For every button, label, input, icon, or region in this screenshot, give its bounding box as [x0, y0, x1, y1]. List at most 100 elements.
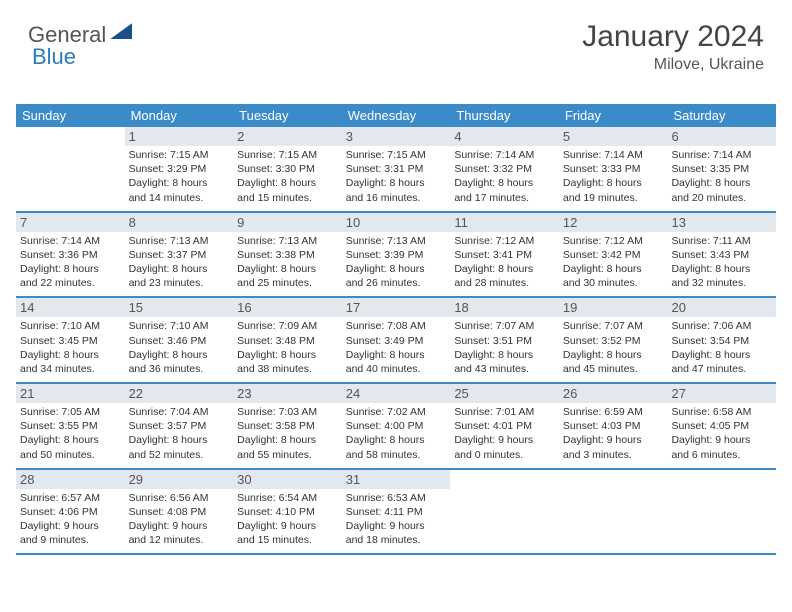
- day-line: Sunset: 4:00 PM: [346, 419, 447, 433]
- day-number: 3: [342, 127, 451, 146]
- day-cell: 6Sunrise: 7:14 AMSunset: 3:35 PMDaylight…: [667, 127, 776, 211]
- day-line: Sunset: 4:10 PM: [237, 505, 338, 519]
- day-line: Sunrise: 7:06 AM: [671, 319, 772, 333]
- day-line: and 6 minutes.: [671, 448, 772, 462]
- day-line: Sunset: 3:33 PM: [563, 162, 664, 176]
- day-line: Daylight: 8 hours: [346, 348, 447, 362]
- day-line: and 38 minutes.: [237, 362, 338, 376]
- day-number: 9: [233, 213, 342, 232]
- week-row: 7Sunrise: 7:14 AMSunset: 3:36 PMDaylight…: [16, 213, 776, 299]
- day-line: Sunrise: 7:15 AM: [129, 148, 230, 162]
- day-cell: 15Sunrise: 7:10 AMSunset: 3:46 PMDayligh…: [125, 298, 234, 382]
- day-line: Sunset: 4:05 PM: [671, 419, 772, 433]
- day-line: Sunrise: 7:14 AM: [563, 148, 664, 162]
- day-line: Sunrise: 7:02 AM: [346, 405, 447, 419]
- day-line: Daylight: 9 hours: [454, 433, 555, 447]
- day-line: and 32 minutes.: [671, 276, 772, 290]
- dow-cell: Saturday: [667, 104, 776, 127]
- day-line: Daylight: 9 hours: [671, 433, 772, 447]
- day-line: Daylight: 8 hours: [237, 348, 338, 362]
- dow-cell: Thursday: [450, 104, 559, 127]
- day-line: and 26 minutes.: [346, 276, 447, 290]
- day-cell: 22Sunrise: 7:04 AMSunset: 3:57 PMDayligh…: [125, 384, 234, 468]
- day-line: and 36 minutes.: [129, 362, 230, 376]
- day-number: 8: [125, 213, 234, 232]
- day-line: Sunrise: 6:59 AM: [563, 405, 664, 419]
- day-line: Daylight: 8 hours: [20, 348, 121, 362]
- day-cell: [667, 470, 776, 554]
- week-row: 28Sunrise: 6:57 AMSunset: 4:06 PMDayligh…: [16, 470, 776, 556]
- day-line: Daylight: 9 hours: [563, 433, 664, 447]
- day-line: Daylight: 8 hours: [563, 176, 664, 190]
- day-line: Sunset: 3:57 PM: [129, 419, 230, 433]
- day-cell: [450, 470, 559, 554]
- day-line: Daylight: 8 hours: [129, 348, 230, 362]
- day-cell: 21Sunrise: 7:05 AMSunset: 3:55 PMDayligh…: [16, 384, 125, 468]
- day-cell: 2Sunrise: 7:15 AMSunset: 3:30 PMDaylight…: [233, 127, 342, 211]
- location: Milove, Ukraine: [582, 56, 764, 74]
- day-cell: 12Sunrise: 7:12 AMSunset: 3:42 PMDayligh…: [559, 213, 668, 297]
- day-line: Sunrise: 7:05 AM: [20, 405, 121, 419]
- day-number: 15: [125, 298, 234, 317]
- day-cell: 1Sunrise: 7:15 AMSunset: 3:29 PMDaylight…: [125, 127, 234, 211]
- day-line: Daylight: 8 hours: [20, 262, 121, 276]
- day-cell: 5 Sunrise: 7:14 AMSunset: 3:33 PMDaylight…: [559, 127, 668, 211]
- day-cell: 10Sunrise: 7:13 AMSunset: 3:39 PMDayligh…: [342, 213, 451, 297]
- day-cell: [559, 470, 668, 554]
- day-number: 22: [125, 384, 234, 403]
- day-line: and 3 minutes.: [563, 448, 664, 462]
- day-cell: 19Sunrise: 7:07 AMSunset: 3:52 PMDayligh…: [559, 298, 668, 382]
- day-line: and 28 minutes.: [454, 276, 555, 290]
- day-number: 13: [667, 213, 776, 232]
- dow-cell: Tuesday: [233, 104, 342, 127]
- day-line: Daylight: 8 hours: [671, 348, 772, 362]
- day-line: Sunrise: 7:12 AM: [563, 234, 664, 248]
- day-line: and 16 minutes.: [346, 191, 447, 205]
- day-line: Sunset: 3:37 PM: [129, 248, 230, 262]
- day-line: and 15 minutes.: [237, 533, 338, 547]
- day-line: Sunset: 3:42 PM: [563, 248, 664, 262]
- day-number: 24: [342, 384, 451, 403]
- calendar: SundayMondayTuesdayWednesdayThursdayFrid…: [16, 104, 776, 555]
- day-number: 11: [450, 213, 559, 232]
- day-line: Daylight: 8 hours: [563, 262, 664, 276]
- day-line: Daylight: 8 hours: [454, 262, 555, 276]
- day-line: Daylight: 8 hours: [563, 348, 664, 362]
- day-line: Sunset: 3:41 PM: [454, 248, 555, 262]
- day-line: Sunrise: 6:57 AM: [20, 491, 121, 505]
- day-line: Sunrise: 7:01 AM: [454, 405, 555, 419]
- day-line: and 25 minutes.: [237, 276, 338, 290]
- day-line: Daylight: 8 hours: [237, 262, 338, 276]
- dow-row: SundayMondayTuesdayWednesdayThursdayFrid…: [16, 104, 776, 127]
- day-line: and 19 minutes.: [563, 191, 664, 205]
- day-line: Daylight: 9 hours: [20, 519, 121, 533]
- day-cell: 23Sunrise: 7:03 AMSunset: 3:58 PMDayligh…: [233, 384, 342, 468]
- day-line: Sunrise: 7:15 AM: [346, 148, 447, 162]
- day-line: Sunset: 3:32 PM: [454, 162, 555, 176]
- day-number: [20, 129, 121, 130]
- day-line: Daylight: 8 hours: [129, 262, 230, 276]
- day-line: Sunrise: 7:10 AM: [20, 319, 121, 333]
- day-cell: 16Sunrise: 7:09 AMSunset: 3:48 PMDayligh…: [233, 298, 342, 382]
- day-number: 5: [559, 127, 668, 146]
- logo-triangle-icon: [110, 23, 132, 39]
- day-line: Sunset: 3:30 PM: [237, 162, 338, 176]
- week-row: 14Sunrise: 7:10 AMSunset: 3:45 PMDayligh…: [16, 298, 776, 384]
- day-line: and 30 minutes.: [563, 276, 664, 290]
- day-number: 28: [16, 470, 125, 489]
- day-line: and 23 minutes.: [129, 276, 230, 290]
- day-cell: 24Sunrise: 7:02 AMSunset: 4:00 PMDayligh…: [342, 384, 451, 468]
- day-number: 1: [125, 127, 234, 146]
- day-cell: 27Sunrise: 6:58 AMSunset: 4:05 PMDayligh…: [667, 384, 776, 468]
- week-row: 1Sunrise: 7:15 AMSunset: 3:29 PMDaylight…: [16, 127, 776, 213]
- day-line: Sunset: 3:29 PM: [129, 162, 230, 176]
- day-number: 20: [667, 298, 776, 317]
- day-line: Daylight: 8 hours: [20, 433, 121, 447]
- day-number: 31: [342, 470, 451, 489]
- day-line: Sunrise: 6:58 AM: [671, 405, 772, 419]
- day-number: 30: [233, 470, 342, 489]
- day-number: 29: [125, 470, 234, 489]
- day-cell: 9Sunrise: 7:13 AMSunset: 3:38 PMDaylight…: [233, 213, 342, 297]
- day-line: Daylight: 8 hours: [671, 262, 772, 276]
- day-number: 10: [342, 213, 451, 232]
